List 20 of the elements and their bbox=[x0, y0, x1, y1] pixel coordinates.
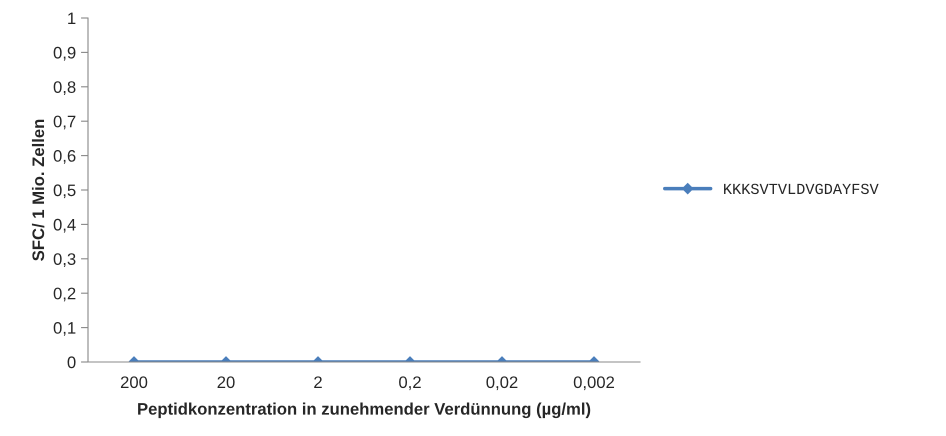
legend-label: KKKSVTVLDVGDAYFSV bbox=[724, 184, 879, 194]
y-tick-label: 1 bbox=[68, 12, 76, 24]
x-tick-label: 200 bbox=[120, 376, 148, 388]
y-tick-label: 0,8 bbox=[54, 81, 76, 95]
y-tick-label: 0,9 bbox=[54, 46, 76, 61]
y-tick-label: 0,2 bbox=[54, 288, 76, 302]
y-tick-label: 0,6 bbox=[54, 150, 76, 164]
y-tick-label: 0,5 bbox=[54, 184, 76, 198]
y-axis-title: SFC/ 1 Mio. Zellen bbox=[32, 120, 44, 261]
y-tick-label: 0,1 bbox=[54, 322, 76, 336]
y-tick-label: 0 bbox=[68, 356, 76, 368]
x-tick-label: 0,002 bbox=[574, 376, 614, 390]
x-tick-label: 20 bbox=[218, 376, 235, 388]
y-tick-label: 0,4 bbox=[54, 218, 76, 233]
x-tick-label: 0,2 bbox=[399, 376, 421, 390]
y-tick-label: 0,3 bbox=[54, 253, 76, 267]
y-tick-label: 0,7 bbox=[54, 116, 76, 130]
x-tick-label: 2 bbox=[314, 376, 322, 388]
x-axis-title: Peptidkonzentration in zunehmender Verdünnung (µg/ml) bbox=[138, 402, 590, 418]
x-tick-label: 0,02 bbox=[486, 376, 518, 390]
